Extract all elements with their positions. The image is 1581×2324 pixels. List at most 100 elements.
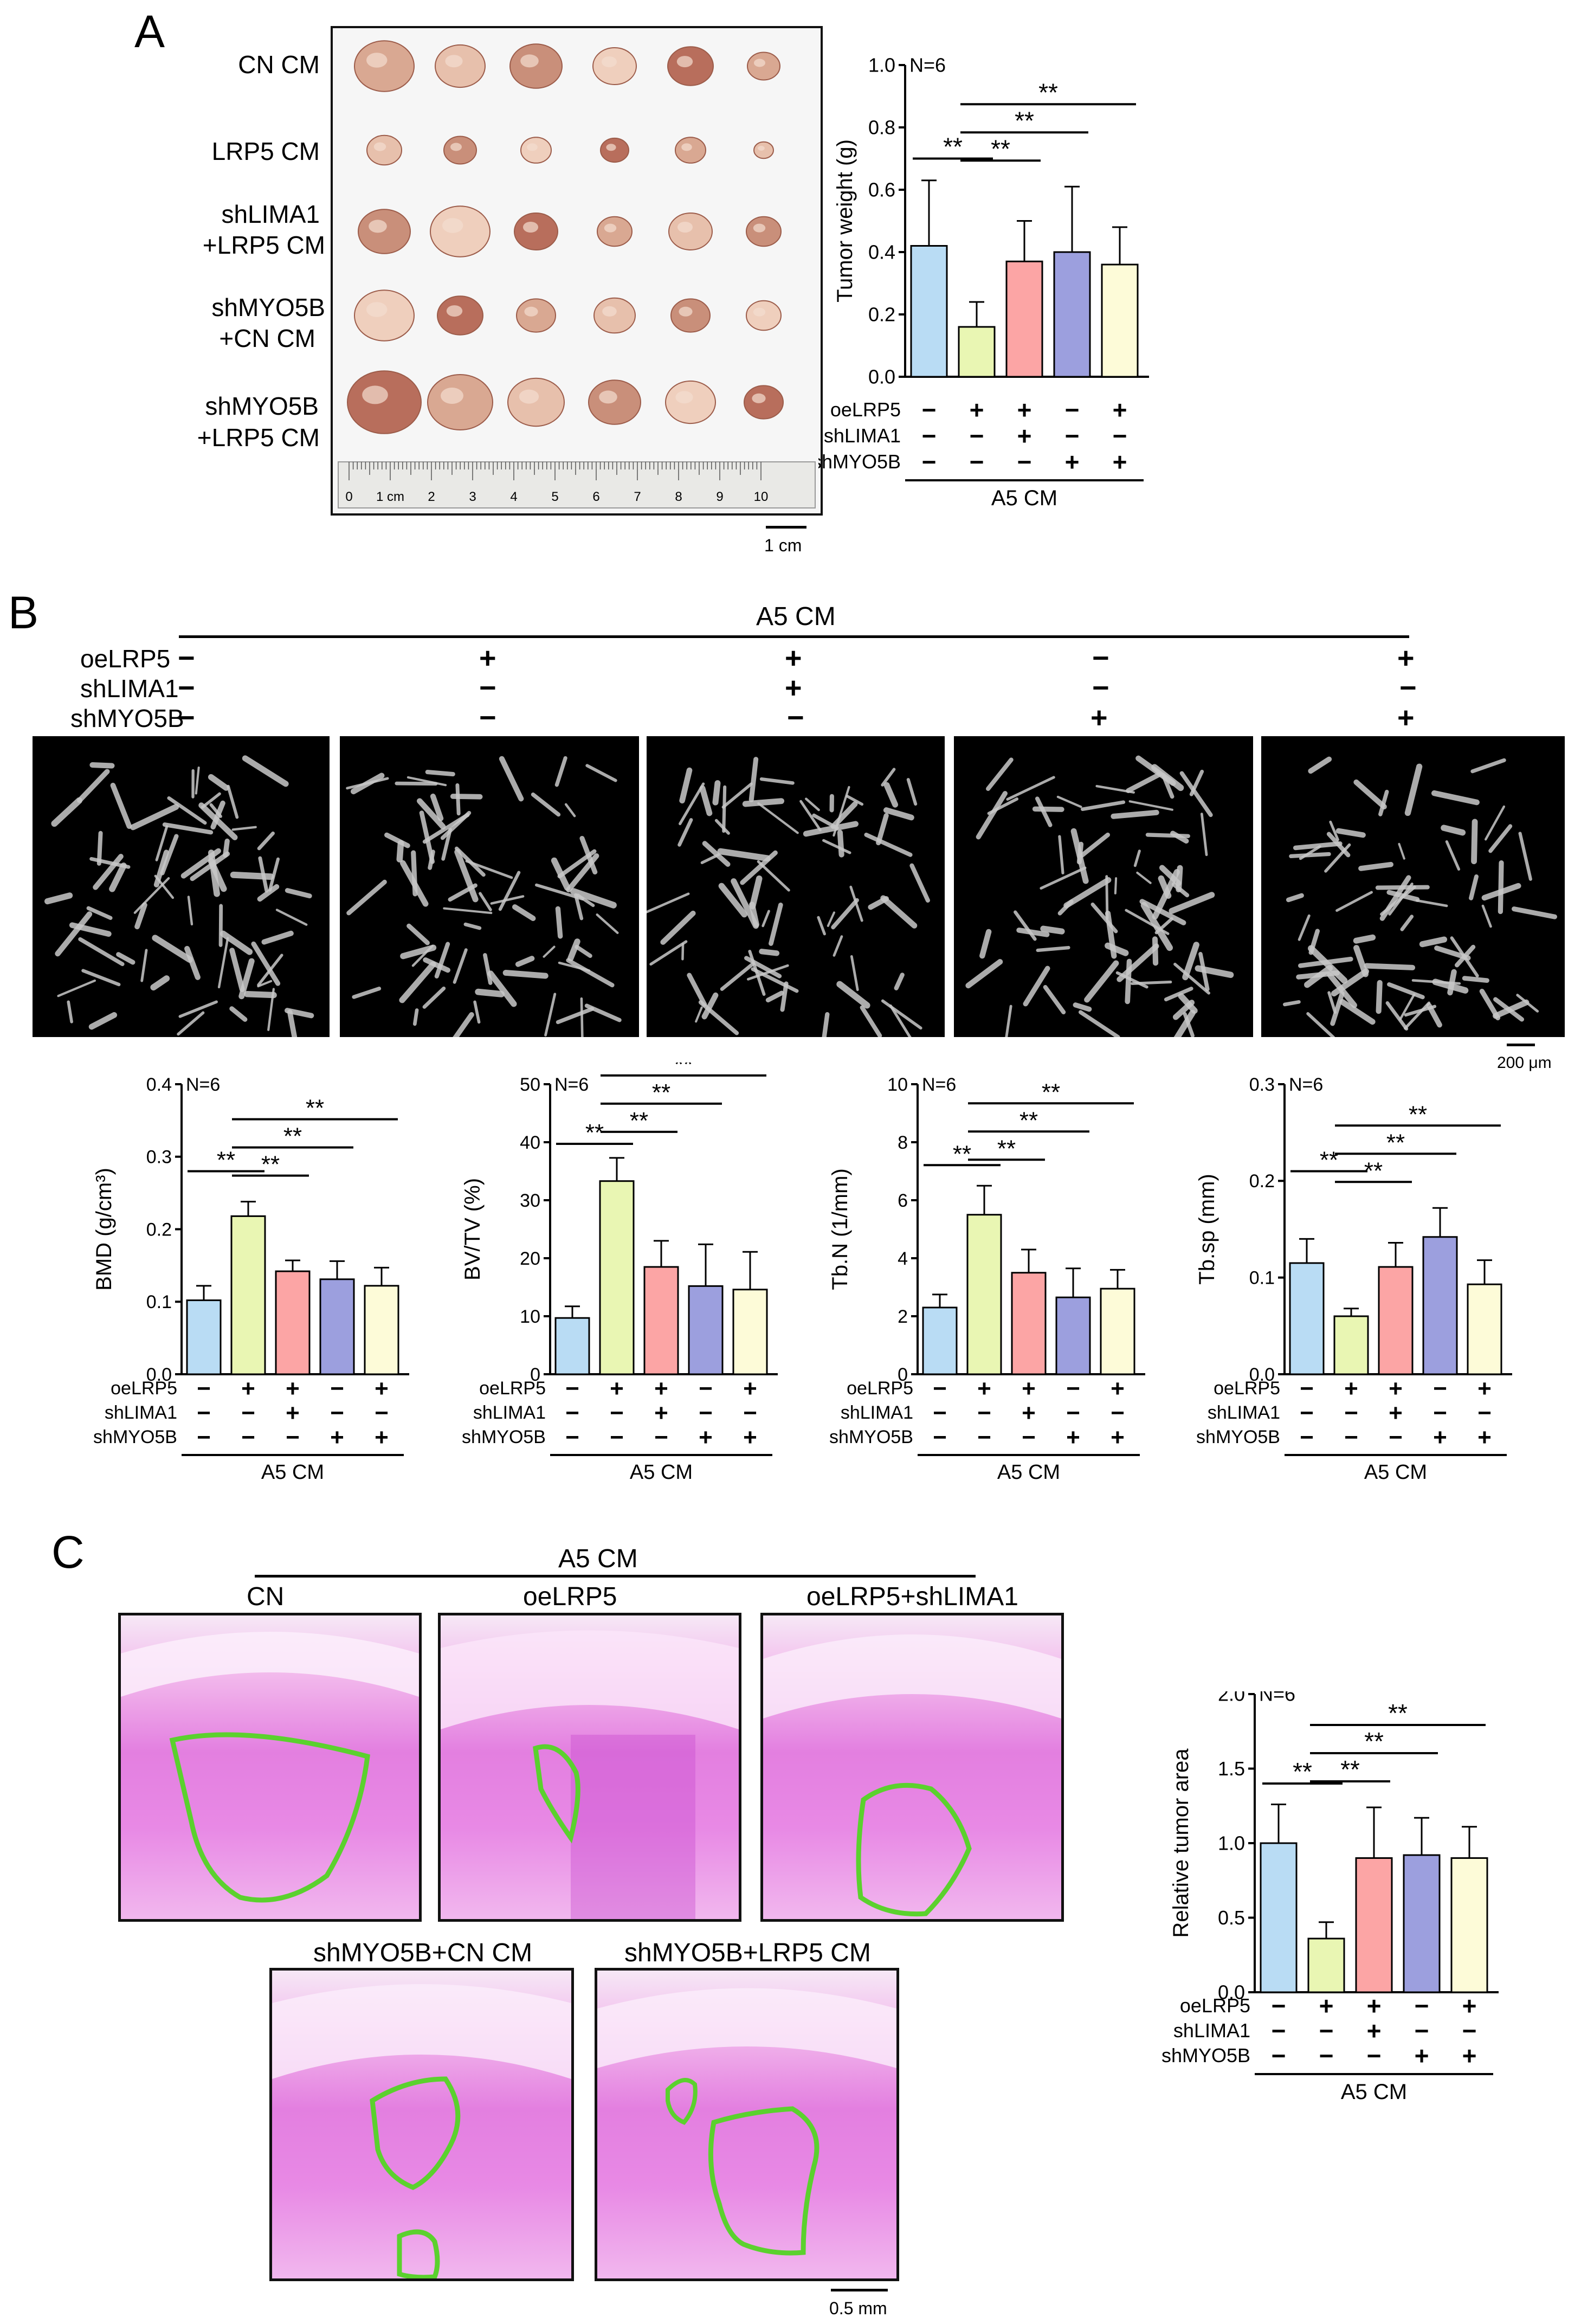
- group-sign: +: [1367, 2017, 1382, 2045]
- panel-label-c: C: [51, 1527, 85, 1578]
- tumor-specimen: [358, 209, 411, 254]
- b-sign: +: [1090, 701, 1108, 734]
- trabecula: [133, 877, 170, 914]
- trabecula: [475, 988, 505, 997]
- trabecula: [69, 922, 112, 937]
- trabecula: [1183, 1012, 1195, 1037]
- trabecula: [543, 945, 556, 958]
- tumor-specimen: [746, 216, 782, 247]
- trabecula: [1387, 982, 1425, 1000]
- group-sign: +: [1367, 1992, 1382, 2020]
- group-sign: −: [1462, 2017, 1477, 2045]
- group-sign: −: [1066, 1375, 1080, 1402]
- trabecula: [411, 944, 434, 967]
- sig-label: **: [674, 1063, 693, 1078]
- panel-b-header-line: [179, 635, 1409, 638]
- group-row-label: oeLRP5: [1214, 1378, 1280, 1399]
- chart-tbsp: 0.00.10.20.3 N=6Tb.sp (mm)** ******oeLRP5−…: [1195, 1074, 1512, 1484]
- trabecula: [187, 896, 193, 926]
- tumor-highlight: [602, 306, 617, 317]
- trabecula: [109, 862, 127, 892]
- panel-c-header-line: [255, 1575, 976, 1578]
- trabecula: [1152, 936, 1159, 966]
- trabecula: [965, 959, 1003, 989]
- trabecula: [1353, 779, 1387, 810]
- group-sign: +: [1111, 1375, 1125, 1402]
- trabecula: [1135, 755, 1176, 786]
- group-sign: −: [1367, 2042, 1382, 2070]
- trabecula: [864, 833, 913, 857]
- sig-label: **: [953, 1141, 971, 1167]
- b-sign: −: [1399, 672, 1417, 704]
- n-label: N=6: [186, 1074, 220, 1095]
- y-tick-label: 4: [898, 1248, 908, 1269]
- trabecula: [1447, 969, 1457, 996]
- bar: [1333, 1315, 1369, 1375]
- group-row-label: shMYO5B: [93, 1427, 177, 1447]
- trabecula: [531, 792, 561, 817]
- trabecula: [93, 854, 124, 890]
- group-sign: +: [1462, 1992, 1477, 2020]
- group-sign: −: [1272, 2017, 1286, 2045]
- group-sign: −: [933, 1424, 947, 1451]
- b-sign: +: [785, 642, 802, 674]
- trabecula: [155, 825, 169, 861]
- group-sign: −: [699, 1400, 713, 1426]
- trabecula: [714, 819, 730, 835]
- trabecula: [400, 860, 429, 907]
- trabecula: [780, 981, 789, 1012]
- trabecula: [1339, 999, 1376, 1025]
- trabecula: [880, 895, 918, 929]
- trabecula: [257, 831, 275, 851]
- trabecula: [261, 930, 294, 945]
- trabecula: [1179, 771, 1213, 817]
- he-image-shmyo5b-cn: [269, 1968, 574, 2281]
- trabecula: [184, 945, 201, 980]
- trabecula: [399, 961, 436, 1003]
- trabecula: [1469, 874, 1479, 900]
- trabecula: [465, 859, 513, 879]
- tumor-specimen: [427, 374, 493, 430]
- tumor-highlight: [753, 223, 766, 233]
- trabecula: [77, 769, 110, 803]
- y-axis-label: BMD (g/cm³): [92, 1168, 116, 1291]
- bar: [688, 1285, 724, 1375]
- y-tick-label: 20: [520, 1248, 540, 1269]
- trabecula: [746, 964, 789, 981]
- trabecula: [1076, 841, 1084, 865]
- group-row-label: shLIMA1: [1173, 2019, 1250, 2042]
- trabecula: [1481, 904, 1492, 928]
- y-tick-label: 0.4: [868, 241, 895, 263]
- trabecula: [1498, 860, 1504, 915]
- trabecula: [1307, 945, 1348, 984]
- footer-label: A5 CM: [1341, 2080, 1407, 2104]
- trabecula: [1170, 831, 1189, 844]
- trabecula: [836, 981, 870, 1009]
- trabecula: [425, 769, 455, 777]
- b-sign: −: [178, 672, 195, 704]
- sig-label: **: [306, 1095, 324, 1122]
- trabecula: [346, 879, 387, 916]
- y-tick-label: 0.1: [1249, 1268, 1275, 1289]
- sig-label: **: [943, 133, 963, 161]
- tumor-specimen: [347, 370, 422, 434]
- group-sign: −: [977, 1400, 991, 1426]
- y-axis-label: Relative tumor area: [1169, 1748, 1193, 1938]
- trabecula: [51, 797, 82, 827]
- group-sign: −: [699, 1375, 713, 1402]
- trabecula: [257, 980, 273, 988]
- trabecula: [116, 952, 135, 965]
- ruler-label: 0: [345, 490, 352, 504]
- n-label: N=6: [909, 54, 946, 76]
- trabecula: [687, 973, 707, 1007]
- trabecula: [1105, 942, 1129, 956]
- trabecula: [596, 913, 619, 934]
- group-sign: −: [922, 422, 937, 450]
- y-tick-label: 0.3: [146, 1147, 172, 1168]
- tumor-specimen: [744, 385, 784, 420]
- trabecula: [1364, 963, 1416, 970]
- group-row-label: shMYO5B: [818, 450, 901, 473]
- trabecula: [395, 781, 438, 786]
- group-sign: −: [197, 1400, 211, 1426]
